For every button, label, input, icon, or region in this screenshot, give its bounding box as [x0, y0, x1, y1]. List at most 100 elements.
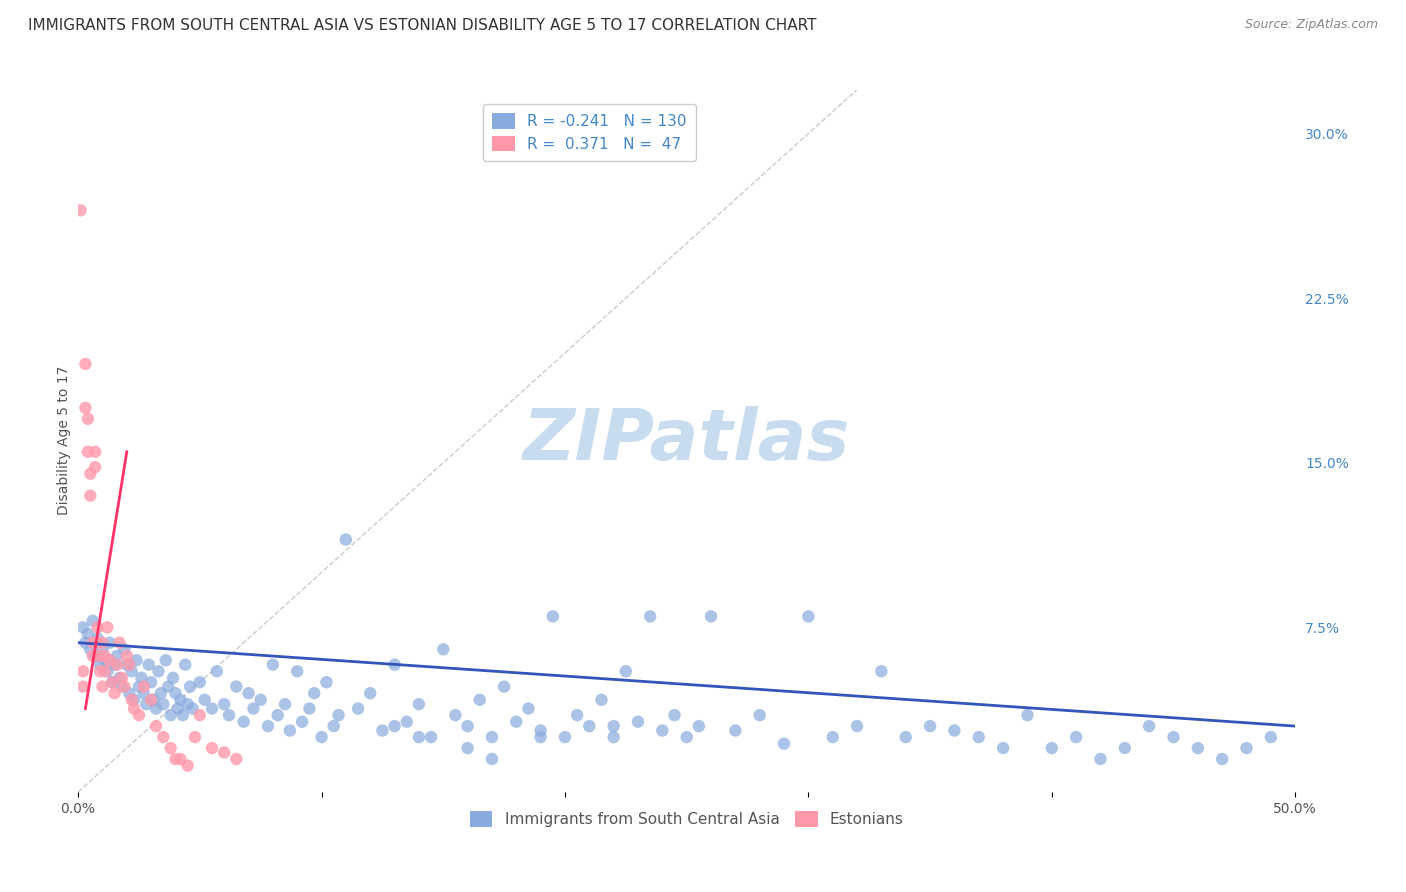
Legend: Immigrants from South Central Asia, Estonians: Immigrants from South Central Asia, Esto… [464, 805, 910, 833]
Point [94, 653, 117, 667]
Point [232, 714, 254, 729]
Point [115, 657, 138, 672]
Point [748, 708, 770, 723]
Point [1137, 719, 1160, 733]
Point [162, 671, 184, 685]
Point [72, 620, 94, 634]
Point [148, 665, 170, 679]
Point [96, 620, 118, 634]
Point [1017, 708, 1039, 723]
Point [112, 680, 135, 694]
Point [128, 680, 150, 694]
Text: ZIPatlas: ZIPatlas [523, 406, 851, 475]
Point [311, 730, 333, 744]
Point [1040, 741, 1063, 756]
Point [335, 533, 357, 547]
Point [894, 730, 917, 744]
Point [541, 609, 564, 624]
Point [86, 636, 108, 650]
Point [76, 444, 98, 458]
Point [238, 686, 260, 700]
Point [125, 653, 148, 667]
Point [870, 665, 893, 679]
Point [530, 723, 553, 738]
Point [675, 730, 697, 744]
Point [285, 665, 308, 679]
Point [98, 653, 121, 667]
Point [444, 708, 467, 723]
Point [432, 642, 454, 657]
Point [75, 401, 97, 415]
Point [111, 671, 134, 685]
Point [101, 675, 124, 690]
Point [554, 730, 576, 744]
Point [688, 719, 710, 733]
Point [131, 671, 153, 685]
Point [468, 693, 491, 707]
Point [84, 460, 107, 475]
Point [328, 708, 350, 723]
Point [128, 708, 150, 723]
Point [384, 719, 406, 733]
Point [84, 648, 107, 663]
Point [218, 708, 240, 723]
Point [194, 693, 217, 707]
Point [89, 648, 111, 663]
Point [565, 708, 588, 723]
Point [84, 444, 107, 458]
Point [212, 697, 235, 711]
Point [142, 693, 165, 707]
Point [920, 719, 942, 733]
Point [184, 730, 207, 744]
Point [169, 693, 191, 707]
Point [505, 714, 527, 729]
Point [79, 489, 101, 503]
Point [267, 708, 290, 723]
Point [111, 680, 134, 694]
Point [274, 697, 297, 711]
Point [69, 203, 91, 218]
Point [225, 680, 247, 694]
Point [79, 642, 101, 657]
Point [157, 680, 180, 694]
Point [420, 730, 443, 744]
Point [152, 730, 174, 744]
Point [591, 693, 613, 707]
Point [176, 697, 198, 711]
Point [169, 752, 191, 766]
Point [457, 719, 479, 733]
Point [298, 701, 321, 715]
Point [724, 723, 747, 738]
Point [91, 642, 114, 657]
Point [72, 665, 94, 679]
Point [165, 686, 187, 700]
Point [75, 357, 97, 371]
Point [172, 708, 194, 723]
Point [75, 636, 97, 650]
Point [96, 665, 118, 679]
Point [86, 632, 108, 646]
Point [132, 680, 155, 694]
Point [82, 614, 104, 628]
Point [991, 741, 1014, 756]
Point [627, 714, 650, 729]
Point [1090, 752, 1112, 766]
Point [101, 675, 124, 690]
Point [94, 665, 117, 679]
Point [278, 723, 301, 738]
Point [89, 665, 111, 679]
Point [700, 609, 723, 624]
Point [104, 657, 127, 672]
Point [1211, 752, 1233, 766]
Point [797, 609, 820, 624]
Point [602, 730, 624, 744]
Point [91, 680, 114, 694]
Point [89, 657, 111, 672]
Point [108, 671, 131, 685]
Point [773, 737, 796, 751]
Point [291, 714, 314, 729]
Point [179, 680, 201, 694]
Point [846, 719, 869, 733]
Point [395, 714, 418, 729]
Point [141, 693, 163, 707]
